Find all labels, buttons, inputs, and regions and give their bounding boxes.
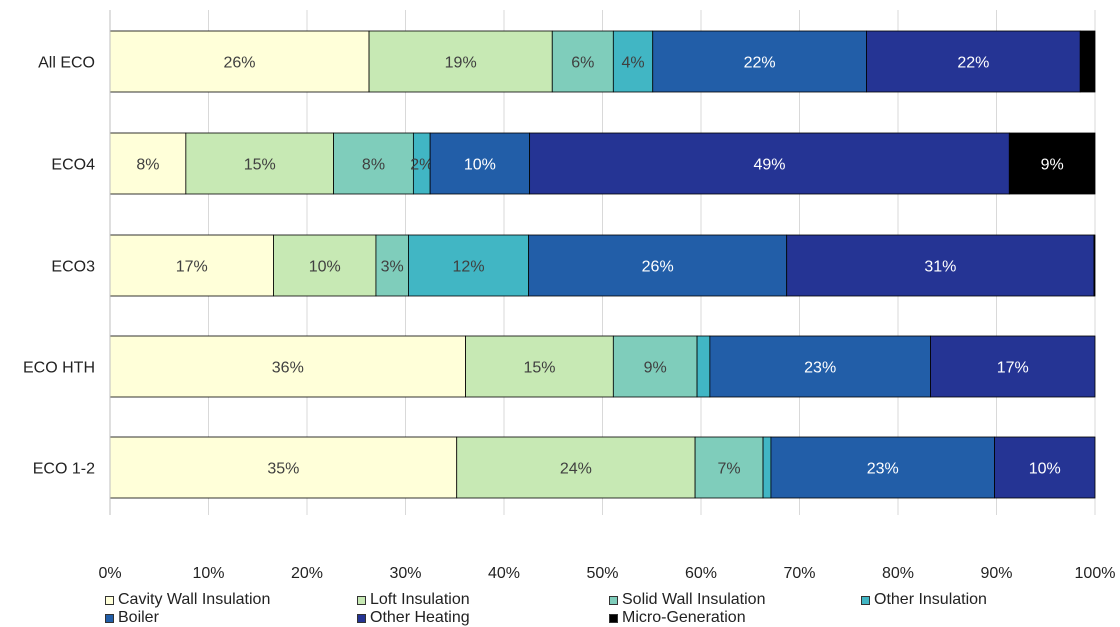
bar-segment [109, 132, 187, 195]
bar-segment [612, 335, 698, 398]
category-label: ECO 1-2 [33, 461, 95, 478]
legend-label: Other Insulation [874, 591, 987, 608]
legend-item: Other Insulation [861, 591, 987, 609]
data-label: 10% [309, 259, 341, 276]
bar-segment [696, 335, 711, 398]
data-label: 22% [957, 55, 989, 72]
bar-segment [375, 234, 409, 297]
bar-segment [652, 30, 867, 93]
data-label: 15% [244, 157, 276, 174]
data-label: 8% [136, 157, 159, 174]
bar-segment [1008, 132, 1096, 195]
bar-segment [408, 234, 530, 297]
x-tick-label: 70% [783, 565, 815, 582]
data-label: 35% [267, 461, 299, 478]
legend-swatch [105, 595, 114, 605]
x-tick-label: 30% [389, 565, 421, 582]
x-tick-label: 100% [1075, 565, 1116, 582]
data-label: 6% [571, 55, 594, 72]
bar-segment [694, 436, 764, 499]
legend-item: Micro-Generation [609, 609, 746, 627]
data-label: 24% [560, 461, 592, 478]
data-label: 26% [642, 259, 674, 276]
legend-label: Loft Insulation [370, 591, 470, 608]
x-tick-label: 10% [192, 565, 224, 582]
bar-segment [994, 436, 1096, 499]
bar-segment [109, 436, 458, 499]
bar-segment [109, 335, 466, 398]
data-label: 9% [644, 360, 667, 377]
data-label: 17% [176, 259, 208, 276]
legend-label: Micro-Generation [622, 609, 746, 626]
data-label: 3% [381, 259, 404, 276]
legend-label: Other Heating [370, 609, 470, 626]
data-label: 22% [744, 55, 776, 72]
category-label: ECO3 [51, 259, 95, 276]
legend-item: Loft Insulation [357, 591, 470, 609]
legend-swatch [357, 613, 366, 623]
bar-segment [528, 234, 788, 297]
x-tick-label: 80% [882, 565, 914, 582]
x-tick-label: 50% [586, 565, 618, 582]
data-label: 15% [523, 360, 555, 377]
data-label: 4% [621, 55, 644, 72]
bar-segment [770, 436, 995, 499]
data-label: 12% [453, 259, 485, 276]
bar-segment [109, 30, 370, 93]
bar-segment [930, 335, 1096, 398]
legend-swatch [105, 613, 114, 623]
bar-segment [109, 234, 274, 297]
bar-segment [709, 335, 931, 398]
legend-swatch [861, 595, 870, 605]
bar-segment [786, 234, 1095, 297]
bar-segment [551, 30, 614, 93]
data-label: 19% [445, 55, 477, 72]
data-label: 10% [464, 157, 496, 174]
legend-item: Solid Wall Insulation [609, 591, 765, 609]
legend-label: Solid Wall Insulation [622, 591, 766, 608]
x-tick-label: 90% [980, 565, 1012, 582]
bar-segment [1093, 234, 1096, 297]
legend-label: Cavity Wall Insulation [118, 591, 271, 608]
legend-swatch [609, 595, 618, 605]
x-tick-label: 60% [685, 565, 717, 582]
data-label: 31% [924, 259, 956, 276]
x-tick-label: 40% [488, 565, 520, 582]
bar-segment [465, 335, 614, 398]
bar-segment [429, 132, 531, 195]
bar-segment [1079, 30, 1096, 93]
data-label: 49% [753, 157, 785, 174]
data-label: 23% [867, 461, 899, 478]
bar-segment [273, 234, 377, 297]
x-tick-label: 0% [98, 565, 121, 582]
legend-item: Cavity Wall Insulation [105, 591, 270, 609]
legend-swatch [357, 595, 366, 605]
data-label: 7% [718, 461, 741, 478]
category-label: ECO HTH [23, 360, 95, 377]
legend-label: Boiler [118, 609, 159, 626]
data-label: 10% [1029, 461, 1061, 478]
data-label: 23% [804, 360, 836, 377]
legend-item: Boiler [105, 609, 159, 627]
bar-segment [333, 132, 414, 195]
data-label: 9% [1041, 157, 1064, 174]
data-label: 2% [410, 157, 433, 174]
legend-swatch [609, 613, 618, 623]
data-label: 8% [362, 157, 385, 174]
bar-segment [762, 436, 772, 499]
category-label: All ECO [38, 55, 95, 72]
data-label: 36% [272, 360, 304, 377]
x-tick-label: 20% [291, 565, 323, 582]
category-label: ECO4 [51, 157, 95, 174]
bar-segment [612, 30, 654, 93]
data-label: 26% [224, 55, 256, 72]
bar-segment [368, 30, 553, 93]
legend-item: Other Heating [357, 609, 470, 627]
stacked-bar-chart: 26% 19% 6% 4% 22% 22% All ECO 8% 15% 8% 2% 10% 49% 9%… [23, 10, 1116, 582]
data-label: 17% [997, 360, 1029, 377]
bar-segment [866, 30, 1081, 93]
bar-segment [529, 132, 1010, 195]
